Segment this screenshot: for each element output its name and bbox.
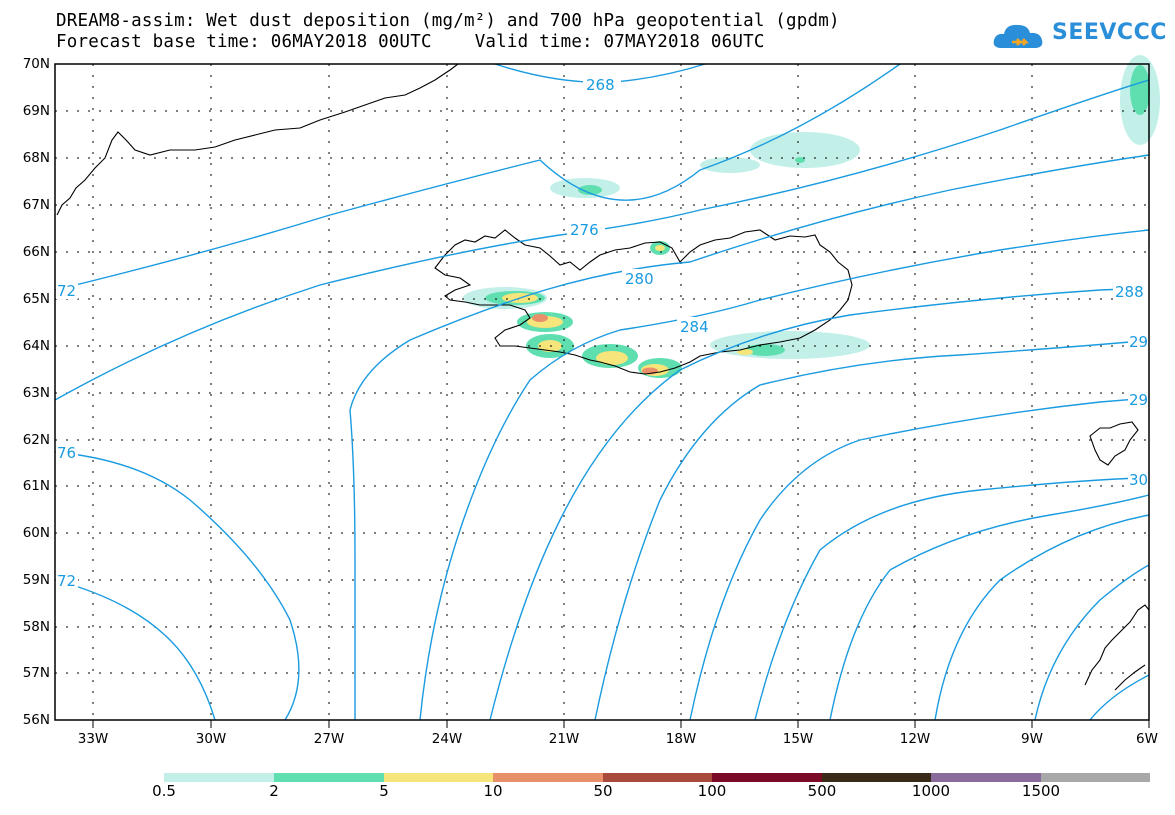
lat-label: 67N — [22, 197, 50, 213]
colorbar-swatch — [931, 773, 1041, 782]
geopotential-contours — [54, 63, 1150, 721]
colorbar-swatch — [1041, 773, 1150, 782]
contour-label: 72 — [57, 572, 76, 590]
lon-label: 12W — [899, 731, 931, 747]
lat-label: 65N — [22, 291, 50, 307]
lat-label: 69N — [22, 103, 50, 119]
lon-label: 21W — [548, 731, 580, 747]
lat-label: 64N — [22, 338, 50, 354]
lon-label: 33W — [77, 731, 109, 747]
contour-label: 268 — [586, 76, 615, 94]
colorbar-swatch — [712, 773, 822, 782]
logo-text: SEEVCCC — [1052, 20, 1167, 45]
colorbar-swatch — [274, 773, 384, 782]
lat-label: 70N — [22, 56, 50, 72]
colorbar-swatch — [384, 773, 493, 782]
lon-label: 24W — [431, 731, 463, 747]
lon-label: 30W — [195, 731, 227, 747]
colorbar-swatch — [164, 773, 274, 782]
map-frame — [54, 63, 1150, 721]
chart-title: DREAM8-assim: Wet dust deposition (mg/m²… — [56, 11, 840, 31]
lat-label: 68N — [22, 150, 50, 166]
coastlines — [56, 63, 1150, 691]
lon-label: 18W — [665, 731, 697, 747]
dust-deposition-layer — [463, 55, 1160, 378]
lat-label: 58N — [22, 619, 50, 635]
cloud-logo-icon — [993, 24, 1043, 48]
lat-label: 57N — [22, 665, 50, 681]
colorbar-swatch — [603, 773, 712, 782]
colorbar-label: 1000 — [911, 782, 951, 800]
colorbar-label: 500 — [807, 782, 837, 800]
chart-subtitle: Forecast base time: 06MAY2018 00UTC Vali… — [56, 32, 765, 52]
contour-label: 30 — [1129, 471, 1148, 489]
colorbar-label: 100 — [697, 782, 727, 800]
lat-label: 66N — [22, 244, 50, 260]
colorbar-swatch — [493, 773, 603, 782]
lon-label: 6W — [1136, 731, 1158, 747]
colorbar-label: 1500 — [1021, 782, 1061, 800]
lon-label: 15W — [782, 731, 814, 747]
graticule — [55, 64, 1149, 720]
lat-label: 63N — [22, 385, 50, 401]
colorbar-label: 5 — [379, 782, 389, 800]
contour-label: 280 — [625, 270, 654, 288]
contour-label: 29 — [1129, 391, 1148, 409]
lat-label: 62N — [22, 432, 50, 448]
contour-label: 276 — [570, 221, 599, 239]
lat-label: 61N — [22, 478, 50, 494]
contour-label: 288 — [1115, 283, 1144, 301]
contour-label-group: 268 276 280 284 288 72 76 72 29 29 30 — [56, 75, 1149, 590]
lon-label: 9W — [1021, 731, 1043, 747]
contour-label: 72 — [57, 282, 76, 300]
lat-label: 56N — [22, 712, 50, 728]
tick-marks — [92, 720, 1150, 728]
colorbar-label: 2 — [269, 782, 279, 800]
lat-label: 60N — [22, 525, 50, 541]
lon-label: 27W — [313, 731, 345, 747]
lat-label: 59N — [22, 572, 50, 588]
colorbar-swatch — [822, 773, 931, 782]
contour-label: 76 — [57, 444, 76, 462]
colorbar-label: 50 — [593, 782, 613, 800]
colorbar-label: 0.5 — [152, 782, 176, 800]
colorbar-label: 10 — [483, 782, 503, 800]
contour-label: 29 — [1129, 333, 1148, 351]
contour-label: 284 — [680, 318, 709, 336]
